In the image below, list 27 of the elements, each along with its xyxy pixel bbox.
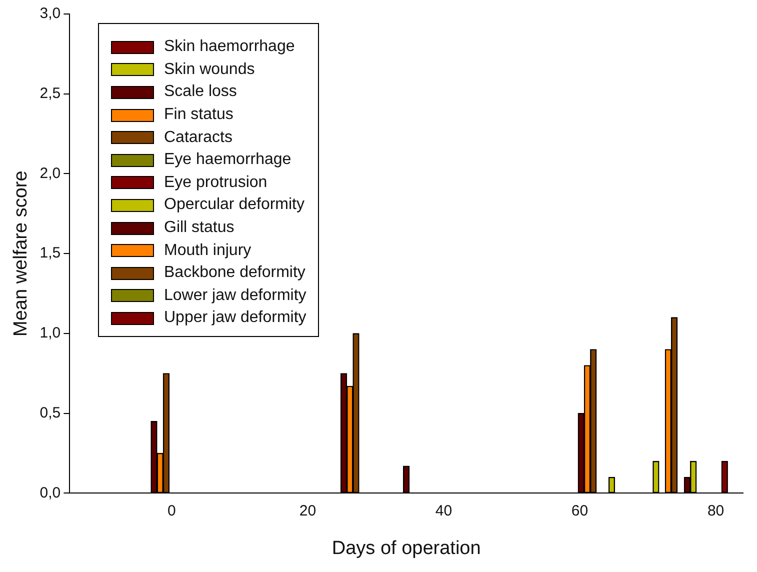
x-tick-label: 60 [571, 502, 588, 520]
x-axis-title: Days of operation [332, 538, 481, 559]
legend-label: Eye haemorrhage [164, 151, 292, 170]
legend-label: Mouth injury [164, 242, 252, 260]
x-tick-label: 20 [299, 502, 316, 520]
legend-label: Skin haemorrhage [164, 38, 295, 56]
legend-label: Opercular deformity [164, 196, 304, 214]
legend-label: Backbone deformity [164, 264, 306, 282]
legend-label: Fin status [164, 106, 234, 124]
legend-label: Scale loss [164, 83, 237, 102]
legend-label: Lower jaw deformity [164, 286, 306, 305]
y-axis-title: Mean welfare score [10, 170, 32, 336]
y-tick-label: 3,0 [40, 5, 61, 22]
y-tick-label: 1,0 [40, 324, 61, 342]
y-tick-label: 0,0 [40, 484, 61, 502]
x-tick-label: 80 [707, 502, 724, 520]
y-tick-label: 1,5 [40, 244, 61, 262]
legend-label: Cataracts [164, 128, 232, 147]
x-tick-label: 40 [435, 502, 452, 520]
y-tick-label: 2,5 [40, 85, 61, 102]
y-tick-label: 2,0 [40, 164, 61, 182]
legend-label: Eye protrusion [164, 174, 268, 192]
x-tick-label: 0 [168, 502, 176, 520]
legend-label: Upper jaw deformity [164, 309, 306, 328]
legend-label: Skin wounds [164, 60, 255, 79]
y-tick-label: 0,5 [40, 404, 61, 422]
legend-label: Gill status [164, 219, 234, 238]
